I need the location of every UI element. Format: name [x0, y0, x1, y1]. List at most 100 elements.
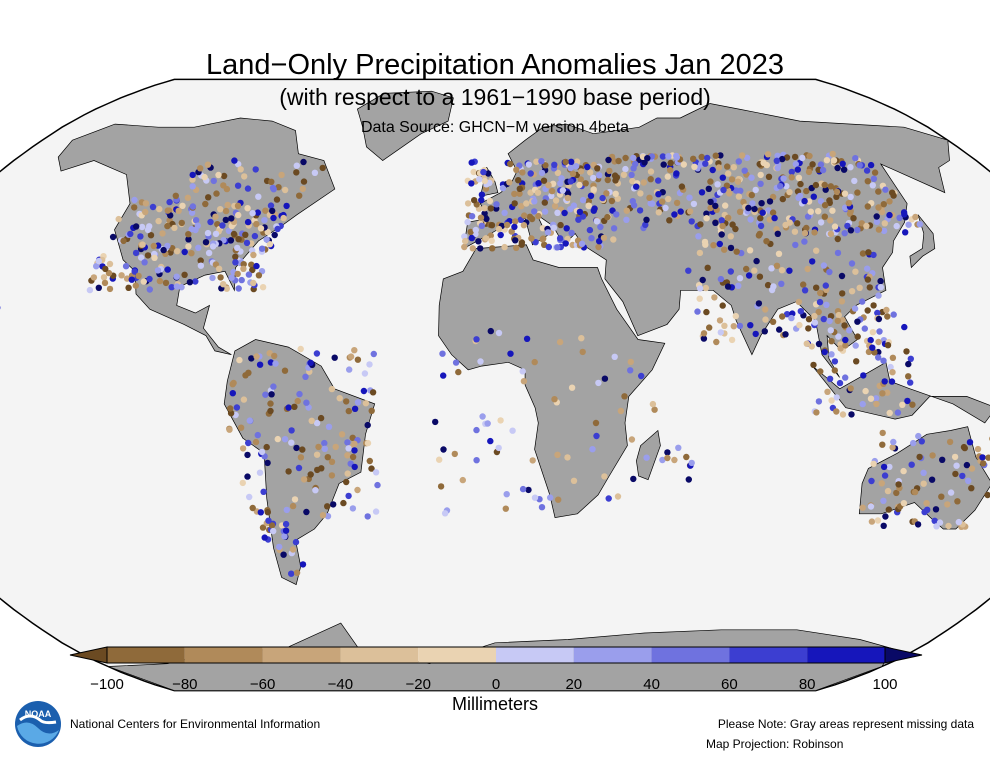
station-dot [305, 404, 312, 411]
station-dot [347, 353, 355, 360]
station-dot [686, 208, 694, 215]
station-dot [834, 235, 841, 243]
station-dot [590, 174, 597, 182]
station-dot [318, 465, 325, 472]
station-dot [601, 473, 608, 480]
station-dot [594, 165, 601, 172]
station-dot [870, 460, 877, 467]
station-dot [240, 396, 248, 403]
station-dot [877, 284, 884, 291]
station-dot [563, 225, 570, 232]
station-dot [630, 475, 637, 483]
station-dot [817, 198, 825, 205]
station-dot [575, 216, 582, 223]
station-dot [859, 250, 867, 257]
station-dot [841, 322, 848, 329]
station-dot [874, 517, 882, 524]
station-dot [280, 214, 287, 222]
station-dot [762, 306, 769, 313]
station-dot [899, 401, 906, 408]
station-dot [531, 358, 538, 366]
station-dot [867, 395, 875, 402]
station-dot [821, 348, 828, 356]
station-dot [828, 338, 835, 345]
station-dot [259, 284, 267, 291]
station-dot [115, 215, 122, 223]
station-dot [907, 379, 914, 386]
station-dot [686, 194, 693, 201]
station-dot [752, 330, 759, 338]
station-dot [821, 202, 829, 209]
station-dot [228, 274, 235, 281]
station-dot [141, 259, 148, 266]
station-dot [865, 249, 872, 256]
station-dot [745, 272, 753, 279]
station-dot [765, 207, 772, 214]
station-dot [815, 398, 823, 405]
station-dot [324, 454, 331, 461]
station-dot [733, 248, 740, 255]
station-dot [261, 534, 268, 541]
station-dot [711, 294, 718, 301]
station-dot [752, 186, 759, 194]
station-dot [525, 161, 532, 168]
station-dot [815, 308, 822, 316]
map-title: Land−Only Precipitation Anomalies Jan 20… [206, 49, 784, 81]
station-dot [209, 243, 217, 250]
station-dot [864, 265, 871, 272]
station-dot [321, 445, 328, 452]
station-dot [468, 159, 475, 166]
station-dot [300, 178, 308, 185]
station-dot [132, 282, 139, 289]
station-dot [876, 328, 883, 335]
station-dot [197, 257, 204, 264]
station-dot [480, 168, 487, 176]
station-dot [473, 336, 480, 343]
station-dot [884, 313, 891, 320]
station-dot [878, 480, 885, 487]
station-dot [736, 322, 744, 330]
station-dot [617, 407, 625, 415]
station-dot [220, 182, 227, 189]
station-dot [916, 221, 923, 228]
station-dot [321, 439, 328, 447]
station-dot [678, 183, 686, 190]
station-dot [228, 215, 235, 222]
station-dot [851, 177, 858, 185]
station-dot [202, 200, 209, 208]
station-dot [276, 543, 283, 551]
station-dot [918, 438, 925, 445]
colorbar-tick: 100 [872, 676, 898, 693]
station-dot [518, 239, 526, 246]
station-dot [532, 239, 539, 246]
station-dot [328, 458, 336, 465]
station-dot [570, 477, 578, 484]
station-dot [135, 272, 142, 280]
station-dot [527, 170, 534, 177]
station-dot [242, 231, 249, 238]
station-dot [578, 335, 585, 342]
station-dot [95, 257, 103, 265]
station-dot [727, 244, 735, 252]
station-dot [688, 218, 695, 225]
station-dot [704, 154, 711, 162]
colorbar-tick: 20 [565, 676, 583, 693]
station-dot [364, 421, 371, 429]
station-dot [513, 166, 520, 173]
station-dot [293, 569, 301, 576]
station-dot [801, 229, 809, 237]
station-dot [330, 501, 337, 508]
station-dot [535, 180, 542, 187]
station-dot [487, 437, 494, 445]
station-dot [346, 366, 353, 373]
colorbar-tick: −100 [90, 676, 124, 693]
station-dot [875, 354, 882, 361]
station-dot [880, 497, 887, 504]
station-dot [813, 409, 820, 416]
station-dot [768, 286, 776, 294]
station-dot [195, 244, 202, 251]
station-dot [815, 208, 822, 215]
station-dot [473, 457, 480, 464]
station-dot [788, 314, 795, 322]
station-dot [813, 247, 820, 254]
